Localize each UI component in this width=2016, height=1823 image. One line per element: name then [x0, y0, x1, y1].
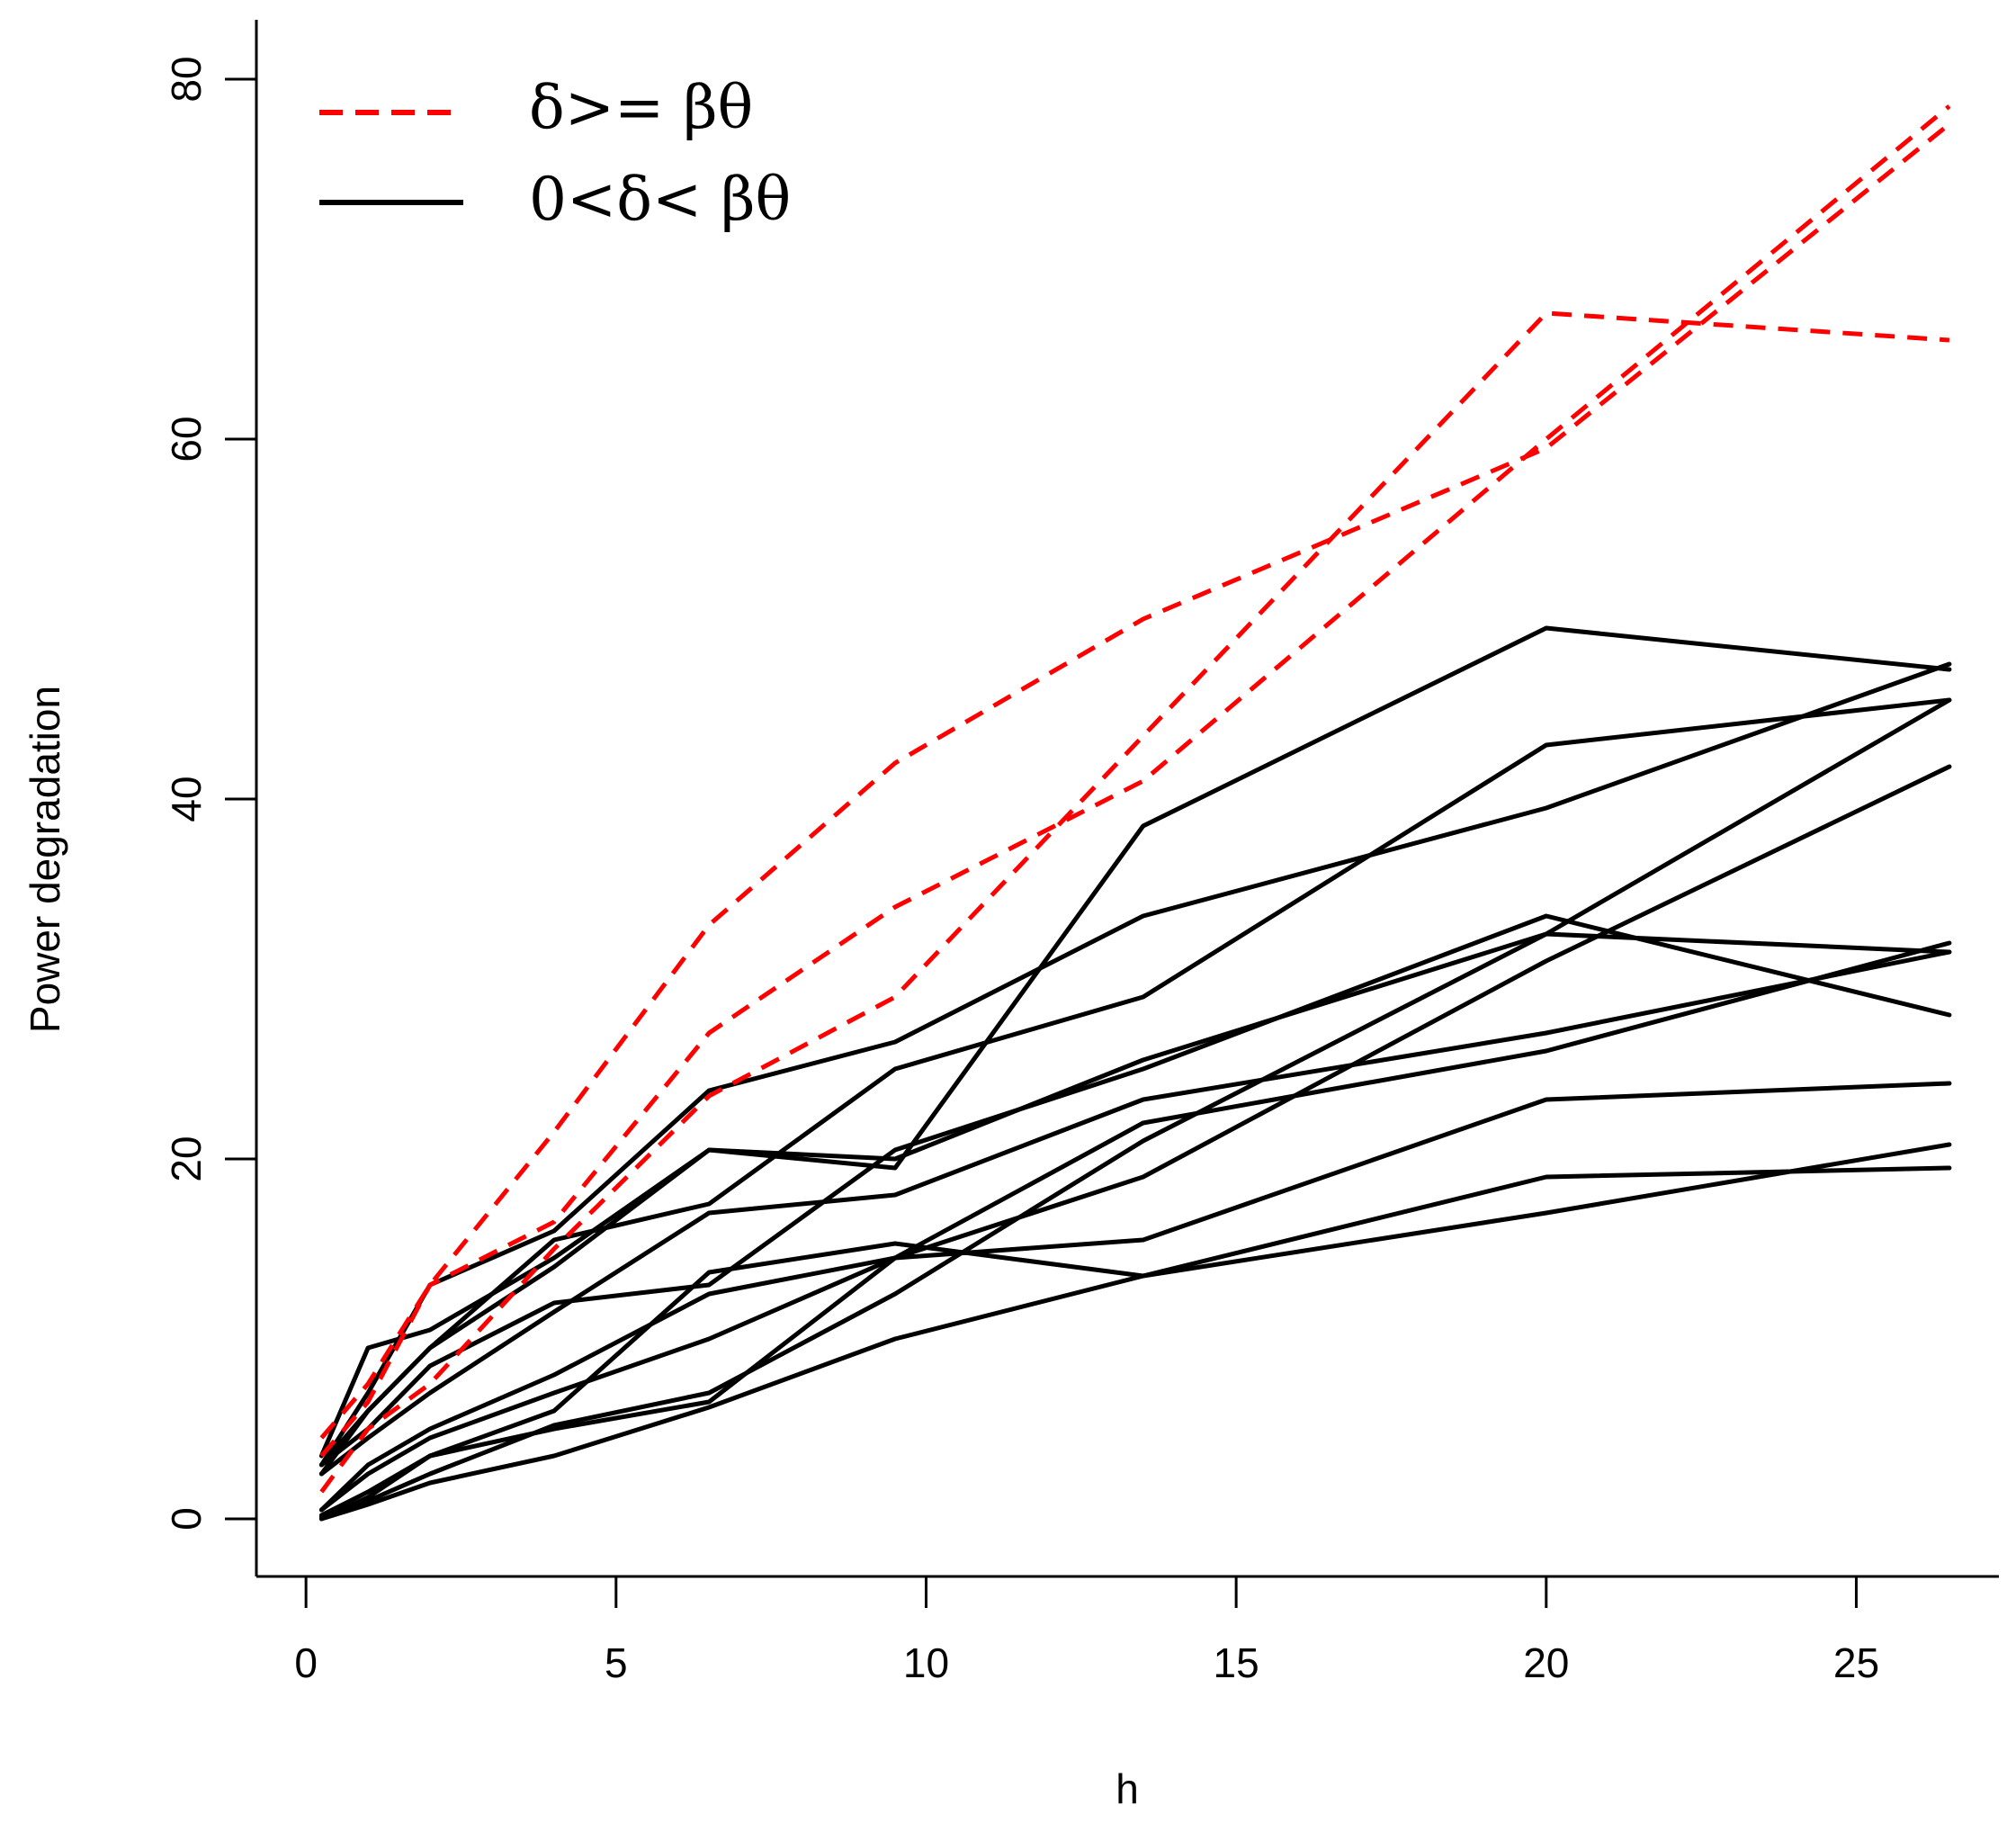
series-line-dashed — [319, 122, 1951, 1440]
series-line-solid — [318, 949, 1952, 1477]
y-tick-label: 60 — [163, 416, 210, 462]
series-line-solid — [318, 913, 1952, 1468]
x-tick-label: 5 — [605, 1639, 628, 1686]
series-line-solid — [318, 661, 1952, 1468]
series-line-dashed — [319, 310, 1950, 1494]
series-line-solid — [318, 697, 1952, 1468]
legend-label-dashed: δ>= βθ — [529, 73, 753, 142]
legend: δ>= βθ 0<δ< βθ — [297, 49, 837, 256]
y-tick-label: 80 — [163, 56, 210, 102]
y-tick-label: 20 — [163, 1136, 210, 1181]
series-line-solid — [318, 940, 1952, 1513]
axes: 0 5 10 15 20 25 0 20 40 60 80 — [163, 20, 1999, 1686]
series-line-solid — [318, 1081, 1952, 1522]
legend-box — [297, 49, 837, 256]
series-line-solid — [318, 697, 1952, 1477]
series-layer — [318, 104, 1952, 1522]
x-tick-label: 20 — [1523, 1639, 1569, 1686]
y-tick-label: 40 — [163, 776, 210, 822]
legend-label-solid: 0<δ< βθ — [529, 165, 791, 234]
x-tick-label: 25 — [1833, 1639, 1879, 1686]
series-line-dashed — [319, 104, 1951, 1458]
x-tick-label: 10 — [903, 1639, 949, 1686]
series-line-solid — [318, 764, 1952, 1513]
series-line-solid — [318, 931, 1952, 1520]
y-axis-label: Power degradation — [22, 686, 68, 1033]
x-tick-label: 15 — [1214, 1639, 1259, 1686]
y-tick-label: 0 — [163, 1507, 210, 1531]
x-axis-label: h — [1116, 1765, 1139, 1812]
series-line-solid — [318, 1142, 1952, 1518]
x-tick-label: 0 — [294, 1639, 318, 1686]
series-line-solid — [318, 1165, 1952, 1522]
